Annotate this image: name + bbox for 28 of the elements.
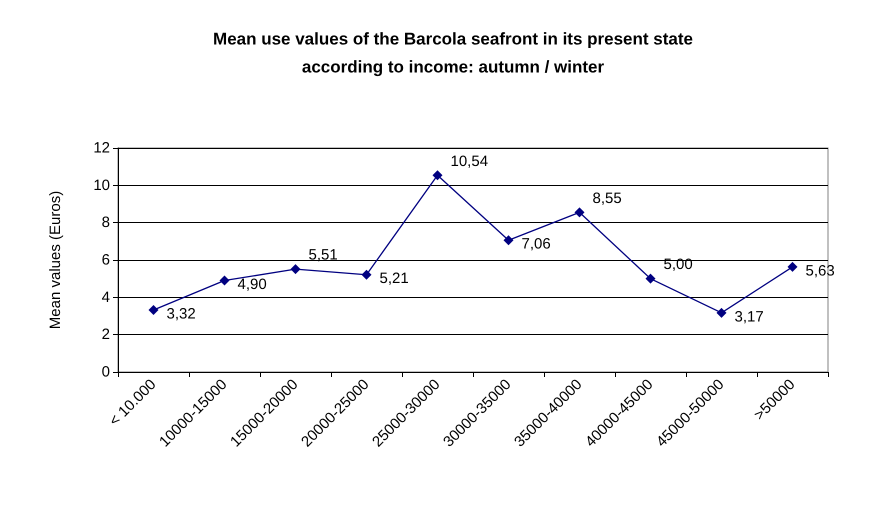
point — [504, 235, 514, 246]
chart-title: Mean use values of the Barcola seafront in its present state according to income: autumn / winter — [213, 30, 693, 76]
point — [148, 305, 158, 316]
data-label: 7,06 — [522, 236, 551, 253]
data-label: 5,63 — [806, 262, 835, 280]
data-label: 3,32 — [166, 306, 196, 323]
data-label: 8,55 — [592, 190, 622, 207]
point — [788, 262, 798, 272]
y-tick-label: 6 — [102, 252, 110, 268]
data-label: 5,51 — [308, 246, 338, 264]
point — [220, 276, 230, 286]
point — [716, 308, 726, 318]
data-label: 3,17 — [734, 308, 764, 326]
y-tick-label: 8 — [102, 214, 110, 232]
data-label: 5,21 — [380, 270, 409, 288]
y-tick-label: 12 — [93, 140, 110, 156]
point — [646, 274, 656, 284]
data-label: 4,90 — [238, 276, 267, 294]
y-tick-label: 2 — [102, 326, 110, 344]
y-tick-label: 10 — [93, 176, 110, 194]
point — [432, 170, 442, 180]
y-tick-label: 4 — [102, 288, 110, 306]
point — [574, 207, 584, 218]
data-label: 10,54 — [450, 152, 488, 170]
y-tick-label: 0 — [102, 364, 110, 380]
point — [290, 264, 300, 274]
point — [362, 270, 372, 280]
y-axis-title: Mean values (Euros) — [47, 190, 64, 330]
